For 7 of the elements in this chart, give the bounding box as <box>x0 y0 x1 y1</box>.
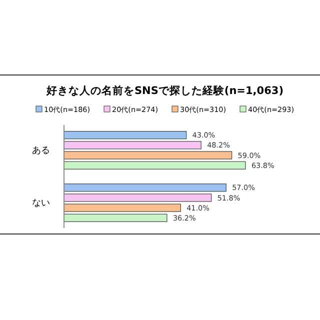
bar <box>64 214 168 222</box>
bar <box>64 184 226 192</box>
chart-title: 好きな人の名前をSNSで探した経験(n=1,063) <box>46 84 284 97</box>
bar <box>64 131 187 140</box>
bar <box>64 161 246 170</box>
y-tick-label: ある <box>32 146 50 156</box>
y-tick-label: ない <box>32 198 50 209</box>
